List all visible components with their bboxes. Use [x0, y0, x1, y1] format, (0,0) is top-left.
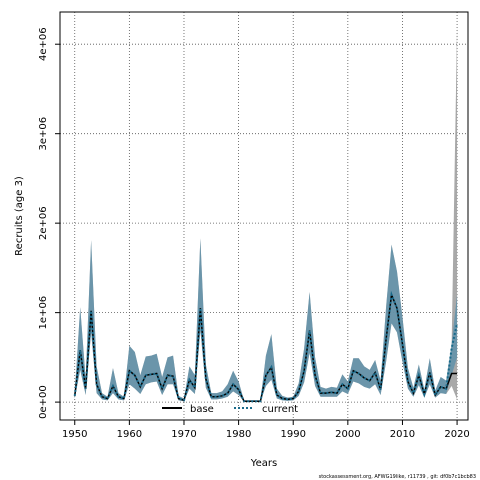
- footnote: stockassessment.org, AFWG19like, r11739 …: [319, 474, 476, 480]
- x-tick-label: 1970: [171, 429, 196, 440]
- band-current: [74, 238, 458, 402]
- x-tick-label: 1950: [62, 429, 87, 440]
- x-tick-label: 2000: [335, 429, 360, 440]
- x-tick-label: 1980: [226, 429, 251, 440]
- y-tick-label: 0e+00: [38, 385, 49, 419]
- plot-frame: [59, 11, 469, 421]
- line-current: [73, 290, 459, 403]
- legend-label-base: base: [190, 404, 214, 415]
- y-tick-label: 4e+06: [38, 27, 49, 61]
- y-tick-label: 1e+06: [38, 296, 49, 330]
- x-tick-label: 1990: [280, 429, 305, 440]
- x-axis: 1950 1960 1970 1980 1990 2000 2010 2020: [62, 420, 470, 440]
- series-lines: [73, 290, 459, 403]
- y-tick-label: 2e+06: [38, 206, 49, 240]
- legend-label-current: current: [262, 404, 298, 415]
- y-axis: 0e+00 1e+06 2e+06 3e+06 4e+06: [38, 27, 60, 419]
- x-tick-label: 2010: [390, 429, 415, 440]
- y-tick-label: 3e+06: [38, 117, 49, 151]
- legend: base current: [162, 404, 298, 415]
- x-axis-title: Years: [250, 458, 277, 469]
- confidence-bands: [74, 27, 458, 402]
- x-tick-label: 1960: [117, 429, 142, 440]
- x-tick-label: 2020: [444, 429, 469, 440]
- y-axis-title: Recruits (age 3): [14, 176, 25, 256]
